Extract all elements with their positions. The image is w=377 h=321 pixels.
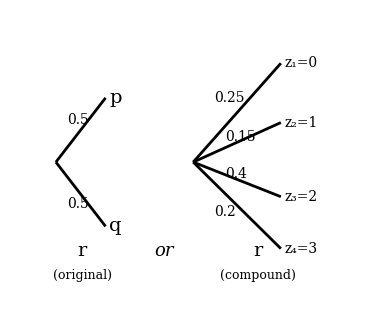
Text: (compound): (compound) (219, 269, 296, 282)
Text: z₂=1: z₂=1 (284, 116, 318, 130)
Text: 0.4: 0.4 (225, 168, 247, 181)
Text: z₄=3: z₄=3 (284, 242, 317, 256)
Text: (original): (original) (53, 269, 112, 282)
Text: r: r (253, 242, 262, 260)
Text: r: r (78, 242, 87, 260)
Text: 0.5: 0.5 (67, 197, 89, 211)
Text: p: p (109, 89, 121, 107)
Text: z₃=2: z₃=2 (284, 190, 317, 204)
Text: 0.25: 0.25 (214, 91, 244, 105)
Text: q: q (109, 217, 121, 235)
Text: 0.5: 0.5 (67, 113, 89, 127)
Text: z₁=0: z₁=0 (284, 56, 317, 70)
Text: 0.15: 0.15 (225, 130, 256, 144)
Text: or: or (154, 242, 174, 260)
Text: 0.2: 0.2 (214, 204, 235, 219)
